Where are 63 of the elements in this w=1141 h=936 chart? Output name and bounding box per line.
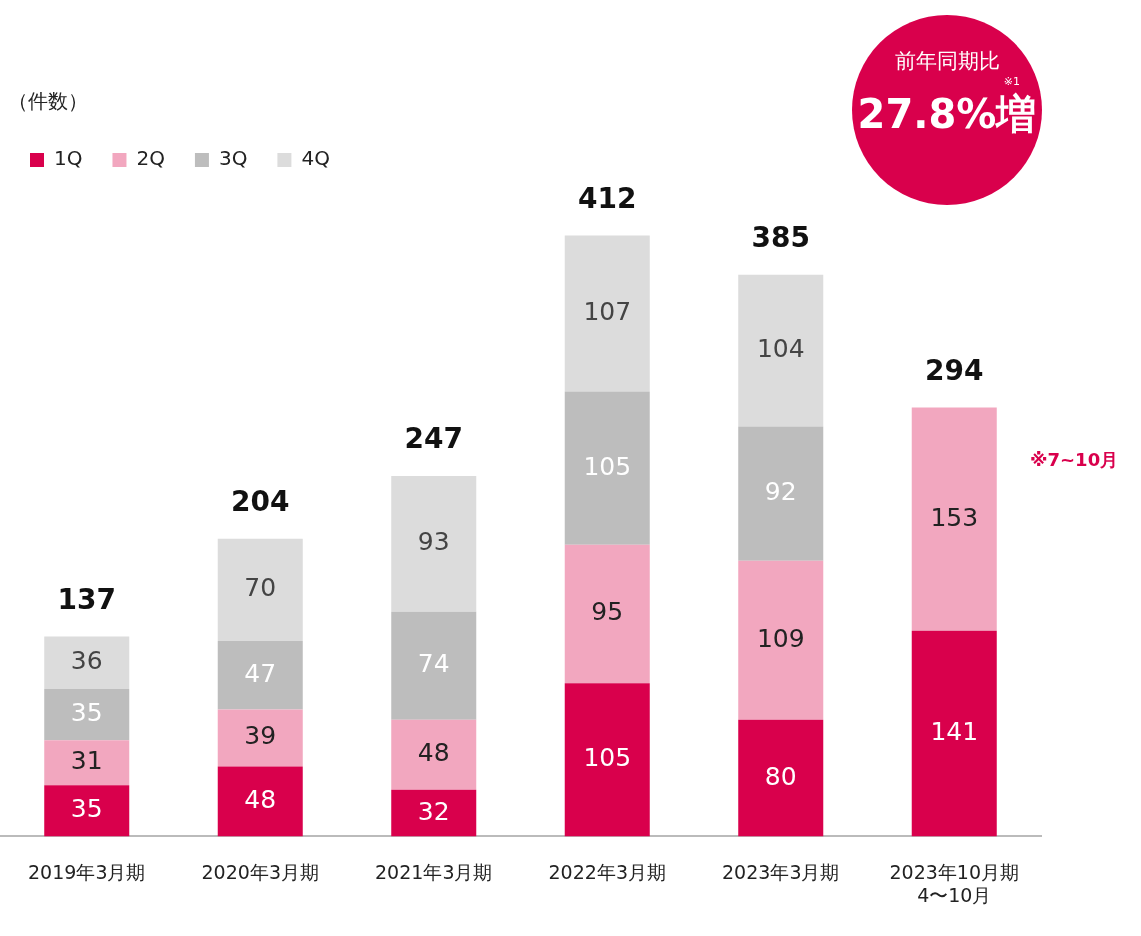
bar [391, 611, 477, 720]
data-label: 104 [756, 334, 805, 364]
bar [564, 544, 650, 684]
text: （件数） [8, 88, 88, 115]
data-label: 32 [417, 796, 450, 826]
x-tick-label: 2023年10月期 4〜10月 [889, 860, 1020, 906]
data-label: 35 [70, 794, 103, 824]
data-label: 105 [583, 451, 632, 481]
total-label: 294 [925, 353, 984, 387]
data-label: 47 [244, 658, 277, 688]
x-tick-label: 2022年3月期 [548, 860, 666, 883]
data-label: 105 [583, 743, 632, 773]
legend-label: 1Q [54, 146, 83, 171]
data-label: 95 [591, 597, 624, 627]
data-label: 80 [764, 761, 797, 791]
data-label: 107 [583, 296, 632, 326]
legend-label: 2Q [136, 146, 165, 171]
data-label: 109 [756, 623, 805, 653]
data-label: 35 [70, 698, 103, 728]
bar [564, 683, 650, 837]
data-label: 48 [417, 738, 450, 768]
data-label: 36 [70, 646, 103, 676]
bar [44, 785, 130, 837]
data-label: 92 [764, 477, 797, 507]
annotation: ※7~10月 [1030, 448, 1119, 472]
circle-badge: 前年同期比 ※1 27.8%増 [852, 15, 1042, 205]
bar [217, 640, 303, 710]
bar [738, 274, 824, 427]
bar [217, 538, 303, 641]
bar [217, 766, 303, 837]
data-label: 31 [70, 746, 103, 776]
total-label: 137 [57, 582, 116, 616]
bar [911, 407, 997, 631]
legend-label: 3Q [218, 146, 248, 171]
bar [564, 235, 650, 392]
data-label: 74 [417, 649, 450, 679]
data-label: 39 [244, 721, 277, 751]
bar [391, 719, 477, 790]
x-tick-label: 2019年3月期 [28, 860, 146, 883]
total-label: 204 [231, 485, 290, 519]
bar [391, 789, 477, 837]
data-label: 70 [244, 573, 277, 603]
bar [738, 426, 824, 561]
data-label: 153 [930, 502, 979, 532]
total-label: 247 [404, 422, 463, 456]
bar [44, 636, 130, 690]
total-label: 385 [751, 221, 810, 255]
x-tick-label: 2023年3月期 [722, 860, 840, 883]
legend-label: 4Q [301, 146, 330, 171]
data-label: 48 [244, 784, 277, 814]
bar [44, 740, 130, 786]
bar [738, 560, 824, 720]
data-label: 141 [930, 717, 979, 747]
bar [44, 689, 130, 741]
bar [217, 709, 303, 767]
bar [391, 476, 477, 612]
bar [738, 719, 824, 837]
data-label: 93 [417, 527, 450, 557]
x-tick-label: 2020年3月期 [201, 860, 319, 883]
bar [564, 391, 650, 545]
total-label: 412 [578, 181, 637, 215]
x-tick-label: 2021年3月期 [375, 860, 493, 883]
bar [911, 630, 997, 837]
